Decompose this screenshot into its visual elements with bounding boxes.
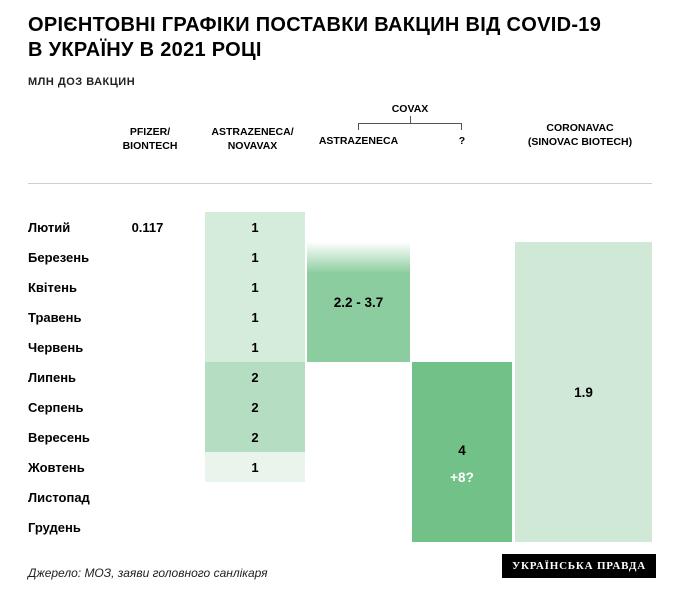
- month-label: Березень: [28, 249, 90, 265]
- astrazeneca-novavax-cell: 1: [205, 332, 305, 362]
- month-label: Травень: [28, 309, 82, 325]
- column-header-astrazeneca-line1: ASTRAZENECA/: [211, 126, 294, 138]
- column-header-pfizer-line1: PFIZER/: [129, 126, 171, 138]
- column-header-astrazeneca-line2: NOVAVAX: [227, 139, 278, 152]
- month-label: Лютий: [28, 219, 71, 235]
- column-header-pfizer: PFIZER/ BIONTECH: [95, 126, 205, 153]
- astrazeneca-novavax-cell: 2: [205, 362, 305, 392]
- column-header-covax-unknown: ?: [458, 135, 466, 147]
- astrazeneca-novavax-cell: 1: [205, 242, 305, 272]
- pfizer-cell: 0.117: [95, 212, 200, 242]
- covax-astrazeneca-block: 2.2 - 3.7: [307, 242, 410, 362]
- covax-bracket-right-tick: [461, 123, 462, 130]
- page-title-line1: ОРІЄНТОВНІ ГРАФІКИ ПОСТАВКИ ВАКЦИН ВІД C…: [28, 14, 602, 36]
- coronavac-value: 1.9: [574, 384, 593, 400]
- astrazeneca-novavax-cell: 2: [205, 422, 305, 452]
- month-label: Вересень: [28, 429, 90, 445]
- covax-bracket-left-tick: [358, 123, 359, 130]
- units-label: МЛН ДОЗ ВАКЦИН: [28, 76, 136, 88]
- month-label: Грудень: [28, 519, 81, 535]
- astrazeneca-novavax-cell: 2: [205, 392, 305, 422]
- month-label: Червень: [28, 339, 84, 355]
- astrazeneca-novavax-cell: 1: [205, 212, 305, 242]
- month-label: Липень: [28, 369, 77, 385]
- covax-astrazeneca-value: 2.2 - 3.7: [333, 294, 384, 310]
- covax-unknown-extra-value: +8?: [450, 470, 474, 485]
- astrazeneca-novavax-cell: 1: [205, 452, 305, 482]
- covax-unknown-value: 4: [458, 443, 466, 458]
- coronavac-block: 1.9: [515, 242, 652, 542]
- covax-unknown-block: 4 +8?: [412, 362, 512, 542]
- month-label: Листопад: [28, 489, 90, 505]
- column-header-coronavac: CORONAVAC (SINOVAC BIOTECH): [500, 122, 660, 149]
- astrazeneca-novavax-cell: 1: [205, 302, 305, 332]
- column-header-coronavac-line1: CORONAVAC: [546, 122, 614, 134]
- astrazeneca-novavax-cell: 1: [205, 272, 305, 302]
- month-label: Жовтень: [28, 459, 85, 475]
- column-header-pfizer-line2: BIONTECH: [122, 139, 178, 152]
- ukrainska-pravda-logo: УКРАЇНСЬКА ПРАВДА: [502, 554, 656, 578]
- header-divider: [28, 183, 652, 184]
- month-label: Серпень: [28, 399, 84, 415]
- month-label: Квітень: [28, 279, 77, 295]
- source-note: Джерело: МОЗ, заяви головного санлікаря: [28, 566, 268, 580]
- column-header-covax: COVAX: [391, 103, 429, 115]
- column-header-covax-astrazeneca: ASTRAZENECA: [318, 135, 399, 147]
- column-header-astrazeneca-novavax: ASTRAZENECA/ NOVAVAX: [200, 126, 305, 153]
- column-header-coronavac-line2: (SINOVAC BIOTECH): [527, 135, 633, 148]
- covax-bracket-center-tick: [410, 116, 411, 123]
- page-title-line2: В УКРАЇНУ В 2021 РОЦІ: [28, 39, 262, 61]
- covax-bracket-line: [358, 123, 462, 124]
